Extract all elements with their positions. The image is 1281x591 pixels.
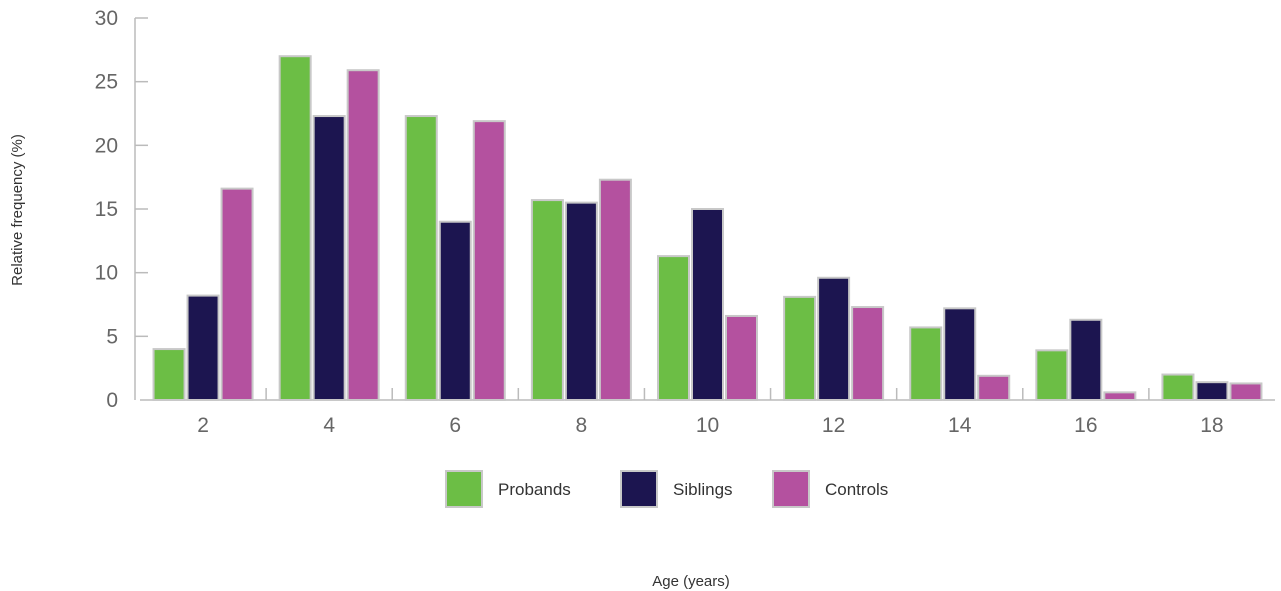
y-tick-label: 0 [106,389,118,412]
bar-probands-12 [783,295,817,401]
y-tick-label: 10 [95,262,118,285]
bar-controls-10 [725,314,758,401]
legend-swatch-controls [772,470,810,508]
x-tick-label: 18 [1200,414,1223,437]
bar-siblings-2 [186,294,220,401]
legend-label-controls: Controls [825,480,888,499]
y-axis-label: Relative frequency (%) [9,134,26,286]
y-tick-label: 25 [95,71,118,94]
bar-probands-18 [1161,373,1195,401]
bar-siblings-10 [691,208,724,401]
bar-controls-4 [346,69,380,401]
x-tick-label: 2 [197,414,209,437]
bar-probands-10 [657,255,690,402]
legend-label-probands: Probands [498,480,571,499]
bar-controls-12 [851,306,885,401]
bar-controls-6 [472,120,506,401]
bar-siblings-16 [1069,318,1103,401]
legend-swatch-siblings [620,470,658,508]
bar-controls-18 [1229,382,1263,401]
bar-probands-6 [404,115,438,402]
x-tick-label: 8 [576,414,588,437]
x-tick-label: 16 [1074,414,1097,437]
y-axis: 0 5 10 15 20 25 30 [95,7,148,412]
bar-siblings-14 [943,307,977,402]
bar-siblings-18 [1195,381,1229,402]
y-tick-label: 15 [95,198,118,221]
bar-probands-2 [152,348,186,402]
x-tick-label: 6 [449,414,461,437]
bar-controls-16 [1103,391,1137,401]
bar-controls-2 [220,187,254,401]
y-tick-label: 5 [106,325,118,348]
bar-probands-16 [1035,349,1069,401]
bar-controls-8 [598,178,632,401]
bar-siblings-12 [817,276,851,402]
legend: Probands Siblings Controls [445,470,888,508]
x-tick-label: 4 [323,414,335,437]
bars [152,55,1263,402]
x-tick-label: 12 [822,414,845,437]
bar-controls-14 [977,374,1011,402]
x-axis: 2 4 6 8 10 12 14 16 18 [140,388,1275,437]
bar-probands-8 [530,199,564,401]
bar-siblings-4 [312,115,346,402]
y-tick-label: 30 [95,7,118,30]
legend-label-siblings: Siblings [673,480,733,499]
bar-siblings-6 [438,220,472,401]
bar-probands-4 [278,55,312,401]
y-tick-label: 20 [95,134,118,157]
legend-swatch-probands [445,470,483,508]
x-tick-label: 10 [696,414,719,437]
bar-siblings-8 [564,201,598,401]
x-axis-label: Age (years) [652,573,730,590]
bar-probands-14 [909,326,943,402]
x-tick-label: 14 [948,414,972,437]
